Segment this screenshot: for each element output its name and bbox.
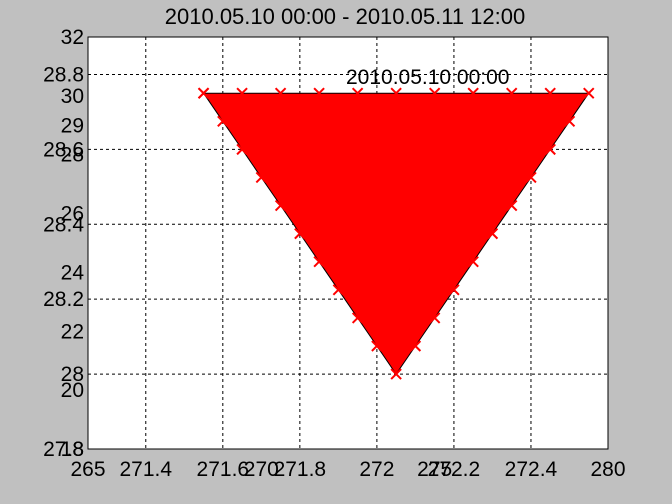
data-point [217,115,229,127]
data-point [563,115,576,127]
y-tick-label: 24 [61,261,85,284]
y-tick-label: 28 [61,144,84,167]
y-tick-label: 26 [61,203,84,226]
data-point [544,143,556,156]
x-tick-label: 271.8 [274,458,327,481]
data-point [236,143,248,156]
data-point [255,171,268,184]
x-tick-label: 272 [359,458,394,481]
data-point [197,87,210,99]
data-point [390,368,402,380]
x-tick-label: 271.4 [119,458,172,481]
plot-frame [87,36,609,450]
data-point [428,312,441,324]
data-point [505,199,518,212]
data-point [313,87,325,99]
data-point [448,284,460,296]
x-tick-label: 270 [244,458,279,481]
x-tick-label: 272.4 [505,458,558,481]
y-tick-label: 28.4 [43,213,84,236]
y-tick-label: 18 [61,438,84,461]
data-point [332,284,345,296]
y-tick-label: 30 [61,85,84,108]
x-tick-label: 271.6 [197,458,250,481]
annotation-label: 2010.05.10 00:00 [346,66,510,89]
y-tick-label: 28 [61,363,84,386]
y-tick-label: 29 [61,114,84,137]
data-point [467,87,479,99]
data-point [313,256,325,268]
x-tick-label: 265 [70,458,105,481]
x-tick-label: 272.2 [428,458,481,481]
tick-labels: 265 270 275 280 271.4 271.6 271.8 272 272.2 272.4… [43,26,625,481]
data-point [371,340,383,352]
data-point [409,340,422,352]
data-point [351,87,364,99]
data-point [505,87,518,99]
data-point [351,312,364,324]
y-tick-label: 32 [61,26,84,49]
x-tick-label: 275 [417,458,452,481]
y-tick-label: 27.8 [43,438,84,461]
data-point [467,256,479,268]
y-tick-label: 28.8 [43,63,84,86]
data-point [428,87,441,99]
y-tick-label: 22 [61,320,84,343]
data-point [274,199,287,212]
data-point [544,87,556,99]
chart-title: 2010.05.10 00:00 - 2010.05.11 12:00 [165,4,525,29]
data-markers [197,87,595,380]
data-point [294,227,306,240]
y-tick-label: 28.6 [43,138,84,161]
data-point [486,227,499,240]
data-point [583,87,595,99]
y-tick-label: 28.2 [43,288,84,311]
data-point [236,87,248,99]
data-point [525,171,537,184]
y-tick-label: 20 [61,379,84,402]
x-tick-label: 280 [590,458,625,481]
data-point [274,87,287,99]
data-point [390,87,402,99]
